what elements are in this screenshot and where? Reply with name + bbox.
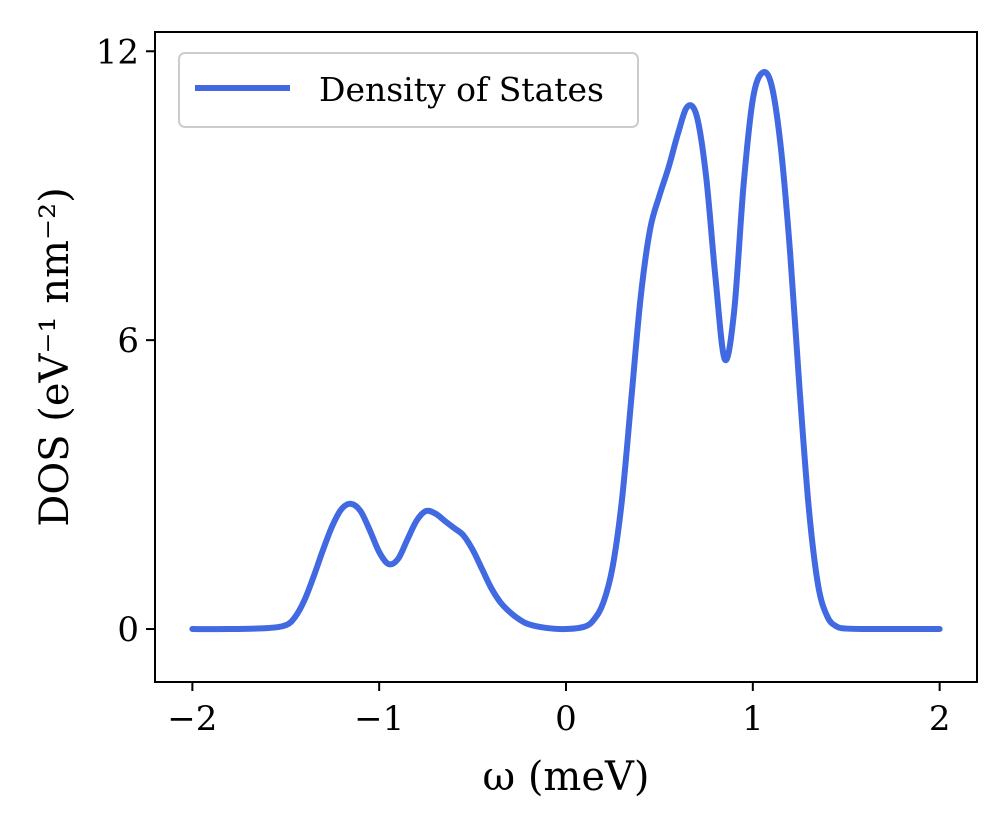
- series-line-0: [189, 69, 943, 633]
- y-tick-label: 0: [117, 610, 139, 650]
- x-axis-label: ω (meV): [482, 754, 649, 800]
- x-tick-label: −2: [167, 699, 217, 739]
- axes-frame: [154, 31, 978, 683]
- x-tick-label: 0: [555, 699, 577, 739]
- y-tick-label: 12: [96, 32, 139, 72]
- y-tick-label: 6: [117, 321, 139, 361]
- x-tick-label: −1: [354, 699, 404, 739]
- x-axis: −2 −1 0 1 2: [167, 682, 950, 739]
- y-axis: 0 6 12: [96, 32, 155, 650]
- x-tick-label: 1: [742, 699, 764, 739]
- x-tick-label: 2: [929, 699, 951, 739]
- y-axis-label: DOS (eV⁻¹ nm⁻²): [32, 187, 78, 526]
- legend-label: Density of States: [319, 70, 604, 109]
- plot-area: [189, 69, 943, 633]
- legend-box: [178, 52, 639, 128]
- legend: Density of States: [178, 52, 639, 128]
